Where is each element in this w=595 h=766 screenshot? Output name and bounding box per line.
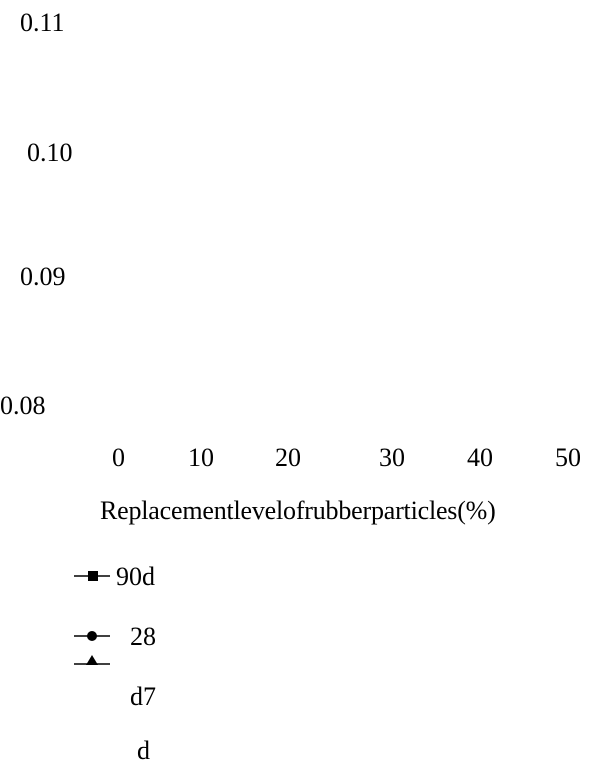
x-tick-label: 20 — [275, 443, 301, 472]
y-tick-label: 0.09 — [20, 262, 66, 291]
legend-label-28: 28 — [130, 622, 156, 651]
x-tick-label: 40 — [467, 443, 493, 472]
x-tick-label: 50 — [555, 443, 581, 472]
x-tick-label: 10 — [188, 443, 214, 472]
legend-marker-square-icon — [74, 571, 110, 581]
legend-marker-circle-icon — [74, 631, 110, 641]
y-tick-label: 0.11 — [20, 8, 65, 37]
y-tick-label: 0.08 — [0, 391, 46, 420]
legend-label-d7: d7 — [130, 682, 156, 711]
x-axis-label: Replacementlevelofrubberparticles(%) — [100, 496, 496, 525]
x-tick-label: 30 — [379, 443, 405, 472]
y-tick-label: 0.10 — [27, 138, 73, 167]
legend-label-d: d — [137, 736, 150, 765]
x-tick-label: 0 — [112, 443, 125, 472]
legend-marker-triangle-icon — [74, 655, 110, 665]
legend-label-90d: 90d — [116, 562, 155, 591]
